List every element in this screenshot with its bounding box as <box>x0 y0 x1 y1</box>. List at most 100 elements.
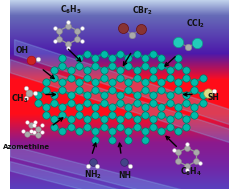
Point <box>25 133 28 136</box>
Point <box>21 130 25 133</box>
Polygon shape <box>14 40 229 125</box>
Point <box>126 64 130 67</box>
Point <box>68 126 72 129</box>
Point <box>175 89 179 92</box>
Point <box>29 130 32 133</box>
Point <box>118 68 121 71</box>
Point <box>130 33 134 36</box>
Point <box>134 93 138 96</box>
Point <box>60 64 64 67</box>
Point <box>79 40 83 43</box>
Point <box>93 138 97 141</box>
Point <box>44 113 48 116</box>
Point <box>183 77 187 80</box>
Point <box>176 40 179 43</box>
Point <box>53 40 57 43</box>
Point <box>95 165 99 168</box>
Point <box>36 101 39 104</box>
Point <box>75 38 79 41</box>
Point <box>159 130 162 133</box>
Text: OH: OH <box>16 46 29 55</box>
Point <box>121 26 124 29</box>
Point <box>118 93 121 96</box>
Point <box>142 64 146 67</box>
Point <box>192 81 195 84</box>
Point <box>101 52 105 55</box>
Point <box>109 64 113 67</box>
Text: NH: NH <box>117 171 131 180</box>
Text: $\mathregular{NH_2}$: $\mathregular{NH_2}$ <box>83 169 101 181</box>
Point <box>183 101 187 104</box>
Point <box>134 126 138 129</box>
Point <box>52 77 56 80</box>
Point <box>128 165 131 168</box>
Point <box>200 77 204 80</box>
Point <box>109 138 113 141</box>
Point <box>77 56 80 59</box>
Point <box>68 93 72 96</box>
Point <box>194 41 198 44</box>
Point <box>93 64 97 67</box>
Point <box>109 56 113 59</box>
Point <box>68 68 72 71</box>
Point <box>85 68 89 71</box>
Text: $\mathregular{C_6H_4}$: $\mathregular{C_6H_4}$ <box>179 166 200 178</box>
Point <box>109 81 113 84</box>
Point <box>151 68 154 71</box>
Point <box>60 56 64 59</box>
Point <box>57 38 61 41</box>
Point <box>142 138 146 141</box>
Point <box>134 52 138 55</box>
Text: $\mathregular{CH_3}$: $\mathregular{CH_3}$ <box>11 92 29 105</box>
Point <box>36 127 39 130</box>
Point <box>53 27 57 30</box>
Point <box>171 149 175 152</box>
Point <box>134 118 138 121</box>
Point <box>200 101 204 104</box>
Point <box>44 81 48 84</box>
Point <box>134 77 138 80</box>
Point <box>93 113 97 116</box>
Point <box>33 120 37 123</box>
Point <box>175 151 179 154</box>
Point <box>85 126 89 129</box>
Point <box>109 105 113 108</box>
Point <box>167 93 171 96</box>
Point <box>159 105 162 108</box>
Point <box>126 138 130 141</box>
Point <box>32 124 35 127</box>
Point <box>192 89 195 92</box>
Point <box>142 56 146 59</box>
Point <box>211 89 215 92</box>
Point <box>151 118 154 121</box>
Point <box>185 142 188 145</box>
Point <box>175 160 179 163</box>
Point <box>118 52 121 55</box>
Point <box>101 118 105 121</box>
Point <box>68 101 72 104</box>
Point <box>60 81 64 84</box>
Point <box>93 56 97 59</box>
Point <box>159 113 162 116</box>
Text: $\mathregular{CCl_2}$: $\mathregular{CCl_2}$ <box>185 17 204 30</box>
Point <box>24 96 27 99</box>
Point <box>205 91 209 94</box>
Point <box>142 81 146 84</box>
Point <box>151 77 154 80</box>
Point <box>167 126 171 129</box>
Point <box>142 130 146 133</box>
Point <box>77 105 80 108</box>
Point <box>77 113 80 116</box>
Point <box>77 81 80 84</box>
Point <box>167 77 171 80</box>
Point <box>52 126 56 129</box>
Point <box>68 118 72 121</box>
Point <box>86 165 89 168</box>
Point <box>118 77 121 80</box>
Point <box>66 20 70 23</box>
Point <box>138 28 142 31</box>
Point <box>60 130 64 133</box>
Point <box>118 101 121 104</box>
Point <box>85 77 89 80</box>
Point <box>44 89 48 92</box>
